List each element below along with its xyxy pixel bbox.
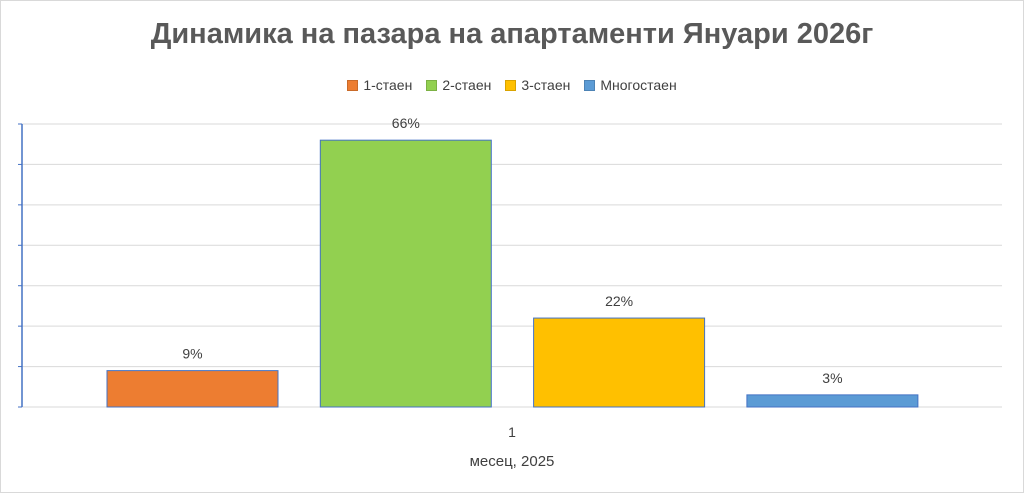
legend-label-1: 1-стаен xyxy=(363,77,413,93)
gridlines xyxy=(18,123,1002,408)
legend-swatch-4 xyxy=(584,79,596,91)
legend-swatch-3 xyxy=(505,79,517,91)
legend-label-4: Многостаен xyxy=(600,77,677,93)
x-axis-title: месец, 2025 xyxy=(470,453,555,470)
x-tick-label: 1 xyxy=(508,424,516,440)
legend-item-1: 1-стаен xyxy=(347,77,412,93)
data-label-series-2: 66% xyxy=(392,115,420,131)
legend-item-4: Многостаен xyxy=(584,77,677,93)
bar-series-4 xyxy=(746,394,919,408)
bars-group xyxy=(106,139,919,408)
legend-label-2: 2-стаен xyxy=(442,77,492,93)
chart-legend: 1-стаен 2-стаен 3-стаен Многостаен xyxy=(0,77,1024,93)
legend-swatch-1 xyxy=(347,79,359,91)
legend-item-2: 2-стаен xyxy=(426,77,491,93)
data-labels-group: 9% 66% 22% 3% xyxy=(182,115,842,386)
bar-series-3 xyxy=(533,317,706,408)
bar-series-1 xyxy=(106,370,279,408)
legend-label-3: 3-стаен xyxy=(521,77,571,93)
bar-series-2 xyxy=(319,139,492,408)
data-label-series-4: 3% xyxy=(822,370,842,386)
data-label-series-1: 9% xyxy=(182,346,202,362)
chart-title: Динамика на пазара на апартаменти Януари… xyxy=(150,18,874,50)
legend-swatch-2 xyxy=(426,79,438,91)
legend-item-3: 3-стаен xyxy=(505,77,570,93)
data-label-series-3: 22% xyxy=(605,293,633,309)
